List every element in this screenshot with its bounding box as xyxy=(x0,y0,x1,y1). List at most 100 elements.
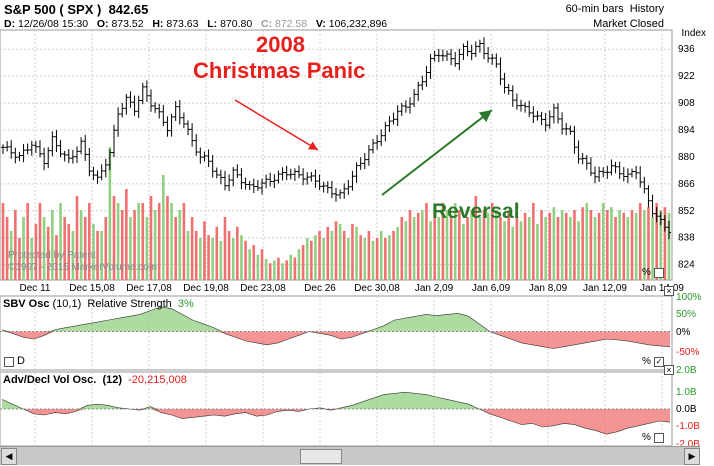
volume-bar xyxy=(334,221,338,280)
volume-bar xyxy=(219,240,223,280)
x-tick-label: Jan 12,09 xyxy=(583,283,627,294)
volume-bar xyxy=(462,224,465,280)
volume-bar xyxy=(466,217,469,280)
pct-toggle-main[interactable]: % xyxy=(642,267,651,278)
ohlc-readout: D: 12/26/08 15:30 O: 873.52 H: 873.63 L:… xyxy=(4,18,387,30)
x-tick-label: Jan 8,09 xyxy=(529,283,568,294)
volume-bar xyxy=(223,217,227,280)
volume-bar xyxy=(519,221,523,280)
y-tick-label: 852 xyxy=(678,206,695,217)
bar-interval[interactable]: 60-min bars xyxy=(565,3,624,15)
scroll-right-icon[interactable]: ▶ xyxy=(684,448,700,465)
d-label: D: xyxy=(4,18,16,30)
pct-toggle-sbv[interactable]: % xyxy=(642,356,651,367)
volume-bar xyxy=(453,203,457,280)
sbv-tick-label: -50% xyxy=(676,347,699,358)
volume-bar xyxy=(511,226,515,280)
volume-bar xyxy=(338,224,342,280)
volume-bar xyxy=(659,210,663,280)
volume-bar xyxy=(67,224,71,280)
h-label: H: xyxy=(152,18,164,30)
volume-bar xyxy=(643,210,646,280)
x-tick-label: Dec 30,08 xyxy=(354,283,400,294)
copyright-notice: ©1997 - 2015 MarketVolume.com xyxy=(8,262,158,273)
volume-bar xyxy=(667,212,671,280)
volume-bar xyxy=(5,217,9,280)
d-checkbox[interactable] xyxy=(4,357,14,367)
volume-bar xyxy=(638,203,642,280)
volume-bar xyxy=(355,226,358,280)
main-checkbox[interactable] xyxy=(654,268,664,278)
volume-bar xyxy=(248,249,251,280)
volume-bar xyxy=(458,210,461,280)
index-axis-label: Index xyxy=(681,28,706,39)
sbv-osc-negative-area xyxy=(2,331,670,349)
volume-bar xyxy=(490,203,494,280)
volume-bar xyxy=(375,238,379,280)
current-price: 842.65 xyxy=(108,2,149,17)
sbv-checkbox[interactable]: ✓ xyxy=(654,357,664,367)
volume-bar xyxy=(425,203,428,280)
sbv-tick-label: 50% xyxy=(676,309,696,320)
l-value: 870.80 xyxy=(220,18,253,30)
volume-bar xyxy=(495,210,498,280)
volume-bar xyxy=(614,217,617,280)
volume-bar xyxy=(564,212,568,280)
volume-bar xyxy=(577,221,580,280)
scroll-thumb[interactable] xyxy=(300,449,342,464)
volume-bar xyxy=(51,210,54,280)
volume-bar xyxy=(363,238,367,280)
pct-toggle-adv[interactable]: % xyxy=(642,432,651,443)
volume-bar xyxy=(552,207,556,280)
y-tick-label: 908 xyxy=(678,98,695,109)
volume-bar xyxy=(379,231,383,280)
sbv-osc-line xyxy=(1,306,671,349)
adv-value: -20,215,008 xyxy=(128,374,187,386)
y-tick-label: 936 xyxy=(678,44,695,55)
volume-bar xyxy=(240,235,243,280)
volume-bar xyxy=(236,226,239,280)
volume-bar xyxy=(486,212,490,280)
sbv-params: (10,1) xyxy=(52,298,82,310)
volume-bar xyxy=(83,217,87,280)
volume-bar xyxy=(79,210,83,280)
volume-bar xyxy=(260,249,264,280)
volume-bar xyxy=(626,217,630,280)
horizontal-scrollbar[interactable]: ◀ ▶ xyxy=(0,446,700,465)
history-link[interactable]: History xyxy=(629,3,664,15)
volume-bar xyxy=(622,212,626,280)
volume-bar xyxy=(92,224,95,280)
volume-bar xyxy=(186,231,190,280)
volume-bar xyxy=(330,231,334,280)
close-adv-icon[interactable]: × xyxy=(664,365,674,375)
volume-bar xyxy=(618,210,621,280)
green-arrow xyxy=(381,109,493,196)
volume-bar xyxy=(157,203,161,280)
volume-bar xyxy=(470,210,473,280)
volume-bar xyxy=(108,147,112,280)
volume-bar xyxy=(474,196,478,280)
annotation-christmas-panic: Christmas Panic xyxy=(193,58,366,83)
x-tick-label: Jan 6,09 xyxy=(472,283,511,294)
x-tick-label: Dec 15,08 xyxy=(69,283,115,294)
volume-bar xyxy=(100,231,103,280)
volume-bar xyxy=(75,196,79,280)
scroll-left-icon[interactable]: ◀ xyxy=(1,448,17,465)
volume-bar xyxy=(305,238,309,280)
volume-bar xyxy=(182,203,186,280)
volume-bar xyxy=(199,238,202,280)
volume-bar xyxy=(527,217,531,280)
close-sbv-icon[interactable]: × xyxy=(664,286,674,296)
volume-bar xyxy=(548,212,552,280)
volume-bar xyxy=(322,238,325,280)
volume-bar xyxy=(203,221,206,280)
volume-bar xyxy=(318,231,321,280)
volume-bar xyxy=(9,231,13,280)
volume-bar xyxy=(351,224,354,280)
d-checkbox-label: D xyxy=(17,355,25,367)
volume-bar xyxy=(273,260,276,280)
volume-bar xyxy=(482,210,486,280)
volume-bar xyxy=(630,210,634,280)
adv-checkbox[interactable] xyxy=(654,433,664,443)
volume-bar xyxy=(63,217,66,280)
